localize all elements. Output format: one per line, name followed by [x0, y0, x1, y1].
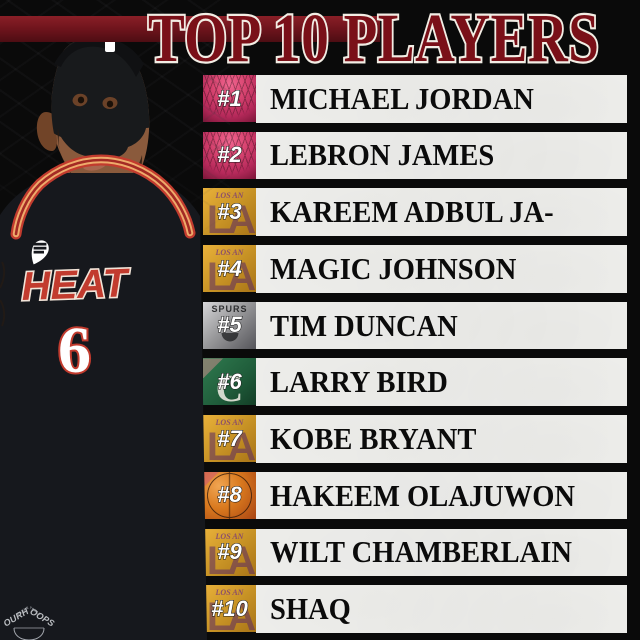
svg-text:HEAT: HEAT	[21, 261, 132, 309]
svg-text:6: 6	[58, 314, 91, 387]
